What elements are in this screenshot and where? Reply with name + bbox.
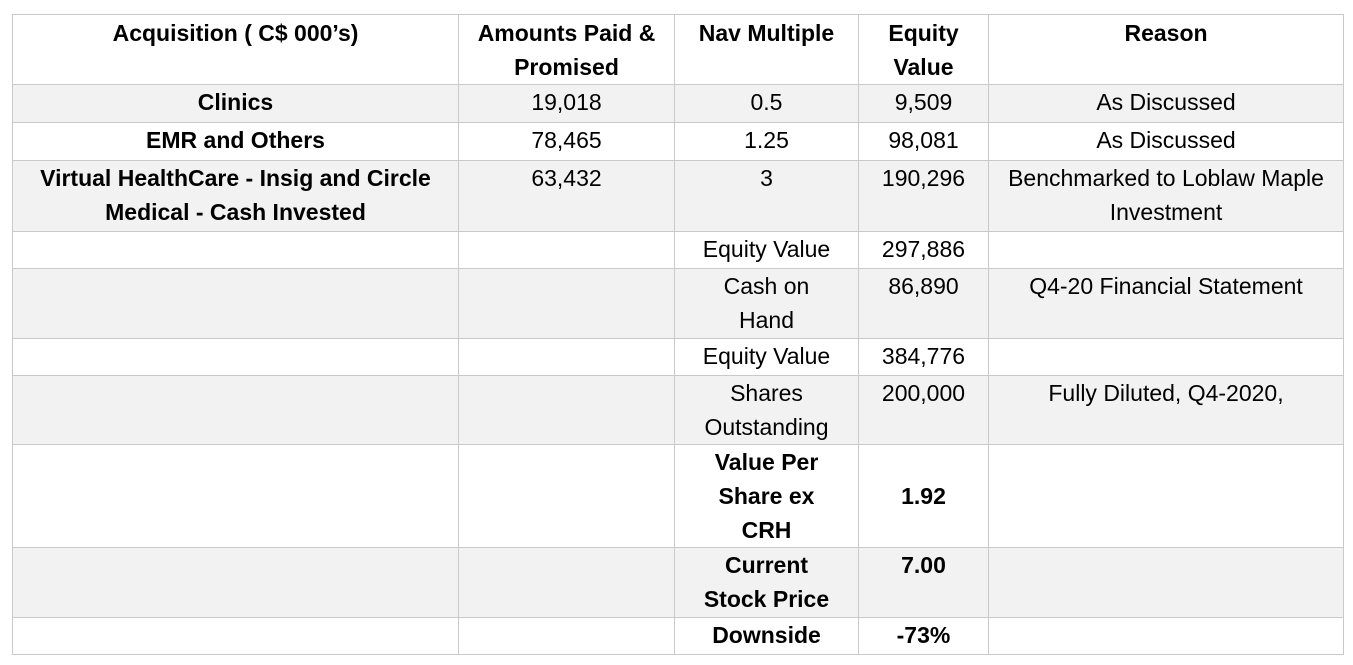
amount-cell (458, 547, 675, 618)
amount-cell: 19,018 (458, 84, 675, 123)
table-row: EMR and Others 78,465 1.25 98,081 As Dis… (12, 122, 1344, 161)
acquisition-cell (12, 231, 459, 269)
amount-cell (458, 375, 675, 445)
reason-cell: Q4-20 Financial Statement (988, 268, 1344, 339)
table-row: Virtual HealthCare - Insig and Circle Me… (12, 160, 1344, 232)
acquisition-cell: Clinics (12, 84, 459, 123)
table-row: Cash on Hand 86,890 Q4-20 Financial Stat… (12, 268, 1344, 339)
equity-cell: 98,081 (858, 122, 989, 161)
reason-cell: Fully Diluted, Q4-2020, (988, 375, 1344, 445)
acquisition-cell (12, 268, 459, 339)
table-row: Shares Outstanding 200,000 Fully Diluted… (12, 375, 1344, 445)
amount-cell: 63,432 (458, 160, 675, 232)
table-row: Equity Value 384,776 (12, 338, 1344, 376)
label-cell: Current Stock Price (674, 547, 859, 618)
equity-cell: 86,890 (858, 268, 989, 339)
table-row: Value Per Share ex CRH 1.92 (12, 444, 1344, 548)
acquisition-cell (12, 338, 459, 376)
amount-cell (458, 338, 675, 376)
header-row: Acquisition ( C$ 000’s) Amounts Paid & P… (12, 14, 1344, 85)
acquisition-cell (12, 547, 459, 618)
label-cell: Shares Outstanding (674, 375, 859, 445)
reason-cell (988, 338, 1344, 376)
label-cell: Equity Value (674, 338, 859, 376)
multiple-cell: 3 (674, 160, 859, 232)
downside-cell: -73% (858, 617, 989, 655)
header-reason: Reason (988, 14, 1344, 85)
table-row: Clinics 19,018 0.5 9,509 As Discussed (12, 84, 1344, 123)
equity-cell: 297,886 (858, 231, 989, 269)
table-row: Equity Value 297,886 (12, 231, 1344, 269)
acquisition-cell (12, 375, 459, 445)
reason-cell: As Discussed (988, 84, 1344, 123)
equity-cell: 200,000 (858, 375, 989, 445)
stock-price-cell: 7.00 (858, 547, 989, 618)
amount-cell: 78,465 (458, 122, 675, 161)
equity-cell: 190,296 (858, 160, 989, 232)
label-cell: Equity Value (674, 231, 859, 269)
amount-cell (458, 268, 675, 339)
label-cell: Cash on Hand (674, 268, 859, 339)
table-row: Current Stock Price 7.00 (12, 547, 1344, 618)
acquisition-cell: Virtual HealthCare - Insig and Circle Me… (12, 160, 459, 232)
valuation-table: Acquisition ( C$ 000’s) Amounts Paid & P… (12, 14, 1344, 655)
amount-cell (458, 444, 675, 548)
header-acquisition: Acquisition ( C$ 000’s) (12, 14, 459, 85)
reason-cell (988, 547, 1344, 618)
value-per-share-cell: 1.92 (858, 444, 989, 548)
header-equity-value: Equity Value (858, 14, 989, 85)
reason-cell: As Discussed (988, 122, 1344, 161)
header-nav-multiple: Nav Multiple (674, 14, 859, 85)
amount-cell (458, 231, 675, 269)
reason-cell (988, 231, 1344, 269)
acquisition-cell: EMR and Others (12, 122, 459, 161)
multiple-cell: 1.25 (674, 122, 859, 161)
acquisition-cell (12, 617, 459, 655)
reason-cell: Benchmarked to Loblaw Maple Investment (988, 160, 1344, 232)
table-row: Downside -73% (12, 617, 1344, 655)
acquisition-cell (12, 444, 459, 548)
multiple-cell: 0.5 (674, 84, 859, 123)
reason-cell (988, 617, 1344, 655)
equity-cell: 9,509 (858, 84, 989, 123)
reason-cell (988, 444, 1344, 548)
label-cell: Downside (674, 617, 859, 655)
label-cell: Value Per Share ex CRH (674, 444, 859, 548)
equity-cell: 384,776 (858, 338, 989, 376)
amount-cell (458, 617, 675, 655)
header-amounts-paid: Amounts Paid & Promised (458, 14, 675, 85)
